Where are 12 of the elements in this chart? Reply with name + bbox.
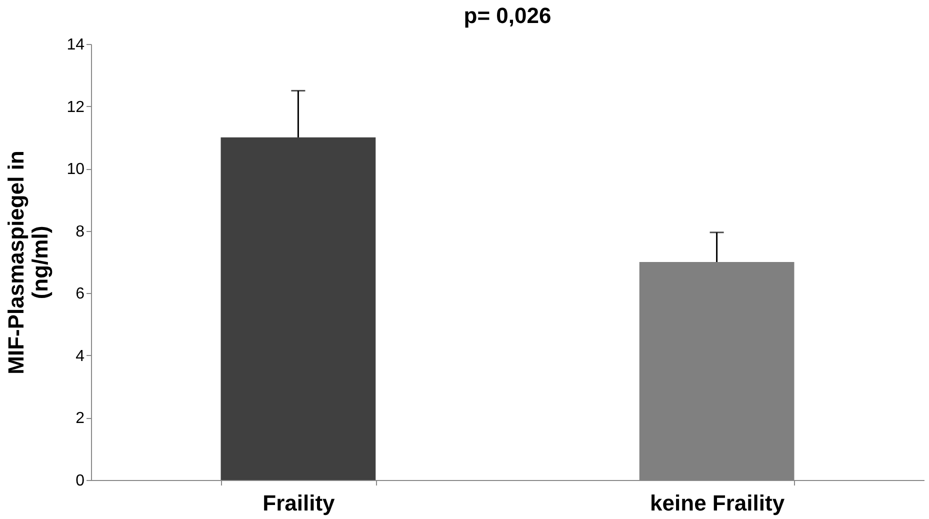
y-tick-label: 2 — [76, 410, 85, 428]
y-tick-label: 12 — [66, 98, 85, 116]
y-tick-label: 6 — [76, 286, 85, 303]
y-axis-title: MIF-Plasmaspiegel in (ng/ml) — [4, 150, 53, 374]
chart-title: p= 0,026 — [464, 3, 552, 28]
x-tick-label: Fraility — [262, 490, 336, 516]
y-tick-label: 14 — [66, 36, 85, 54]
y-tick-label: 10 — [66, 161, 85, 178]
x-tick-label: keine Fraility — [650, 490, 786, 516]
y-tick-label: 0 — [76, 472, 85, 490]
y-tick-label: 4 — [76, 348, 85, 365]
y-tick-label: 8 — [76, 223, 85, 240]
